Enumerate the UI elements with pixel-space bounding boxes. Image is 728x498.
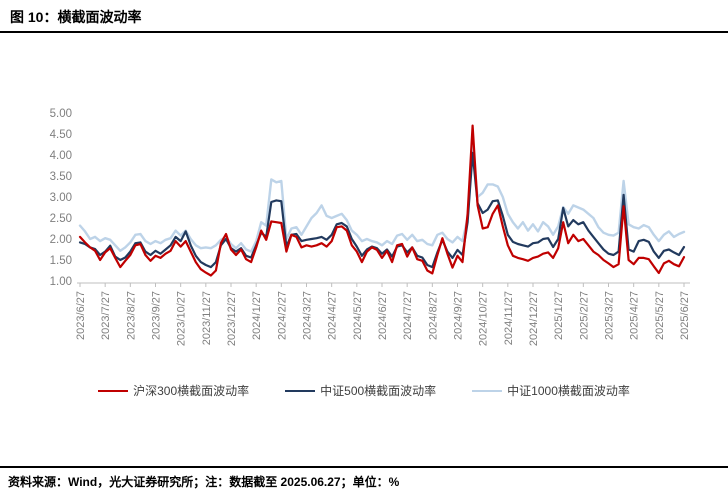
x-tick-label: 2025/2/27 [578,291,590,340]
x-tick-label: 2025/5/27 [654,291,666,340]
series-line-2 [78,145,686,253]
figure-title: 图 10：横截面波动率 [10,9,142,25]
chart-legend: 沪深300横截面波动率 中证500横截面波动率 中证1000横截面波动率 [0,382,728,399]
series-line-1 [78,151,686,269]
x-tick-label: 2024/10/27 [478,291,490,346]
legend-label: 中证500横截面波动率 [320,384,437,398]
y-tick-label: 3.50 [50,171,72,183]
legend-label: 沪深300横截面波动率 [133,384,250,398]
x-tick-label: 2025/1/27 [553,291,565,340]
series-line-0 [78,124,686,277]
x-tick-label: 2024/8/27 [427,291,439,340]
x-tick-label: 2023/12/27 [226,291,238,346]
legend-item-1: 中证500横截面波动率 [285,382,436,399]
x-tick-label: 2023/6/27 [75,291,87,340]
legend-line-swatch [285,389,316,392]
x-tick-label: 2024/9/27 [453,291,465,340]
x-tick-label: 2023/7/27 [100,291,112,340]
y-axis-labels: 5.00 4.50 4.00 3.50 3.00 2.50 2.00 1.50 1.00 [50,108,72,288]
y-tick-label: 2.00 [50,234,72,246]
y-tick-label: 3.00 [50,192,72,204]
x-tick-label: 2024/4/27 [327,291,339,340]
x-tick-label: 2024/2/27 [276,291,288,340]
x-tick-label: 2025/4/27 [629,291,641,340]
x-tick-label: 2024/5/27 [352,291,364,340]
x-tick-label: 2024/11/27 [503,291,515,345]
y-tick-label: 1.00 [50,276,72,288]
x-tick-label: 2024/7/27 [402,291,414,340]
x-tick-label: 2023/10/27 [176,291,188,346]
legend-line-swatch [98,389,129,392]
y-tick-label: 5.00 [50,108,72,120]
source-note: 资料来源：Wind，光大证券研究所；注：数据截至 2025.06.27；单位：% [8,475,400,489]
x-tick-label: 2025/3/27 [604,291,616,340]
footer-divider [0,466,728,468]
y-tick-label: 4.50 [50,129,72,141]
legend-item-2: 中证1000横截面波动率 [472,382,630,399]
x-tick-label: 2024/1/27 [251,291,263,340]
x-tick-label: 2023/9/27 [151,291,163,340]
legend-item-0: 沪深300横截面波动率 [98,382,249,399]
x-tick-label: 2024/3/27 [302,291,314,340]
x-tick-label: 2024/6/27 [377,291,389,340]
legend-label: 中证1000横截面波动率 [507,384,630,398]
legend-line-swatch [472,389,503,392]
x-tick-label: 2023/8/27 [125,291,137,340]
y-tick-label: 2.50 [50,213,72,225]
x-tick-label: 2023/11/27 [201,291,213,345]
x-tick-label: 2024/12/27 [528,291,540,346]
title-divider [0,31,728,33]
y-tick-label: 4.00 [50,150,72,162]
x-axis-labels: 2023/6/27 2023/7/27 2023/8/27 2023/9/27 2023… [75,283,691,346]
x-tick-label: 2025/6/27 [679,291,691,340]
volatility-chart: 5.004.504.003.503.002.502.001.501.002023… [50,108,691,346]
y-tick-label: 1.50 [50,255,72,267]
